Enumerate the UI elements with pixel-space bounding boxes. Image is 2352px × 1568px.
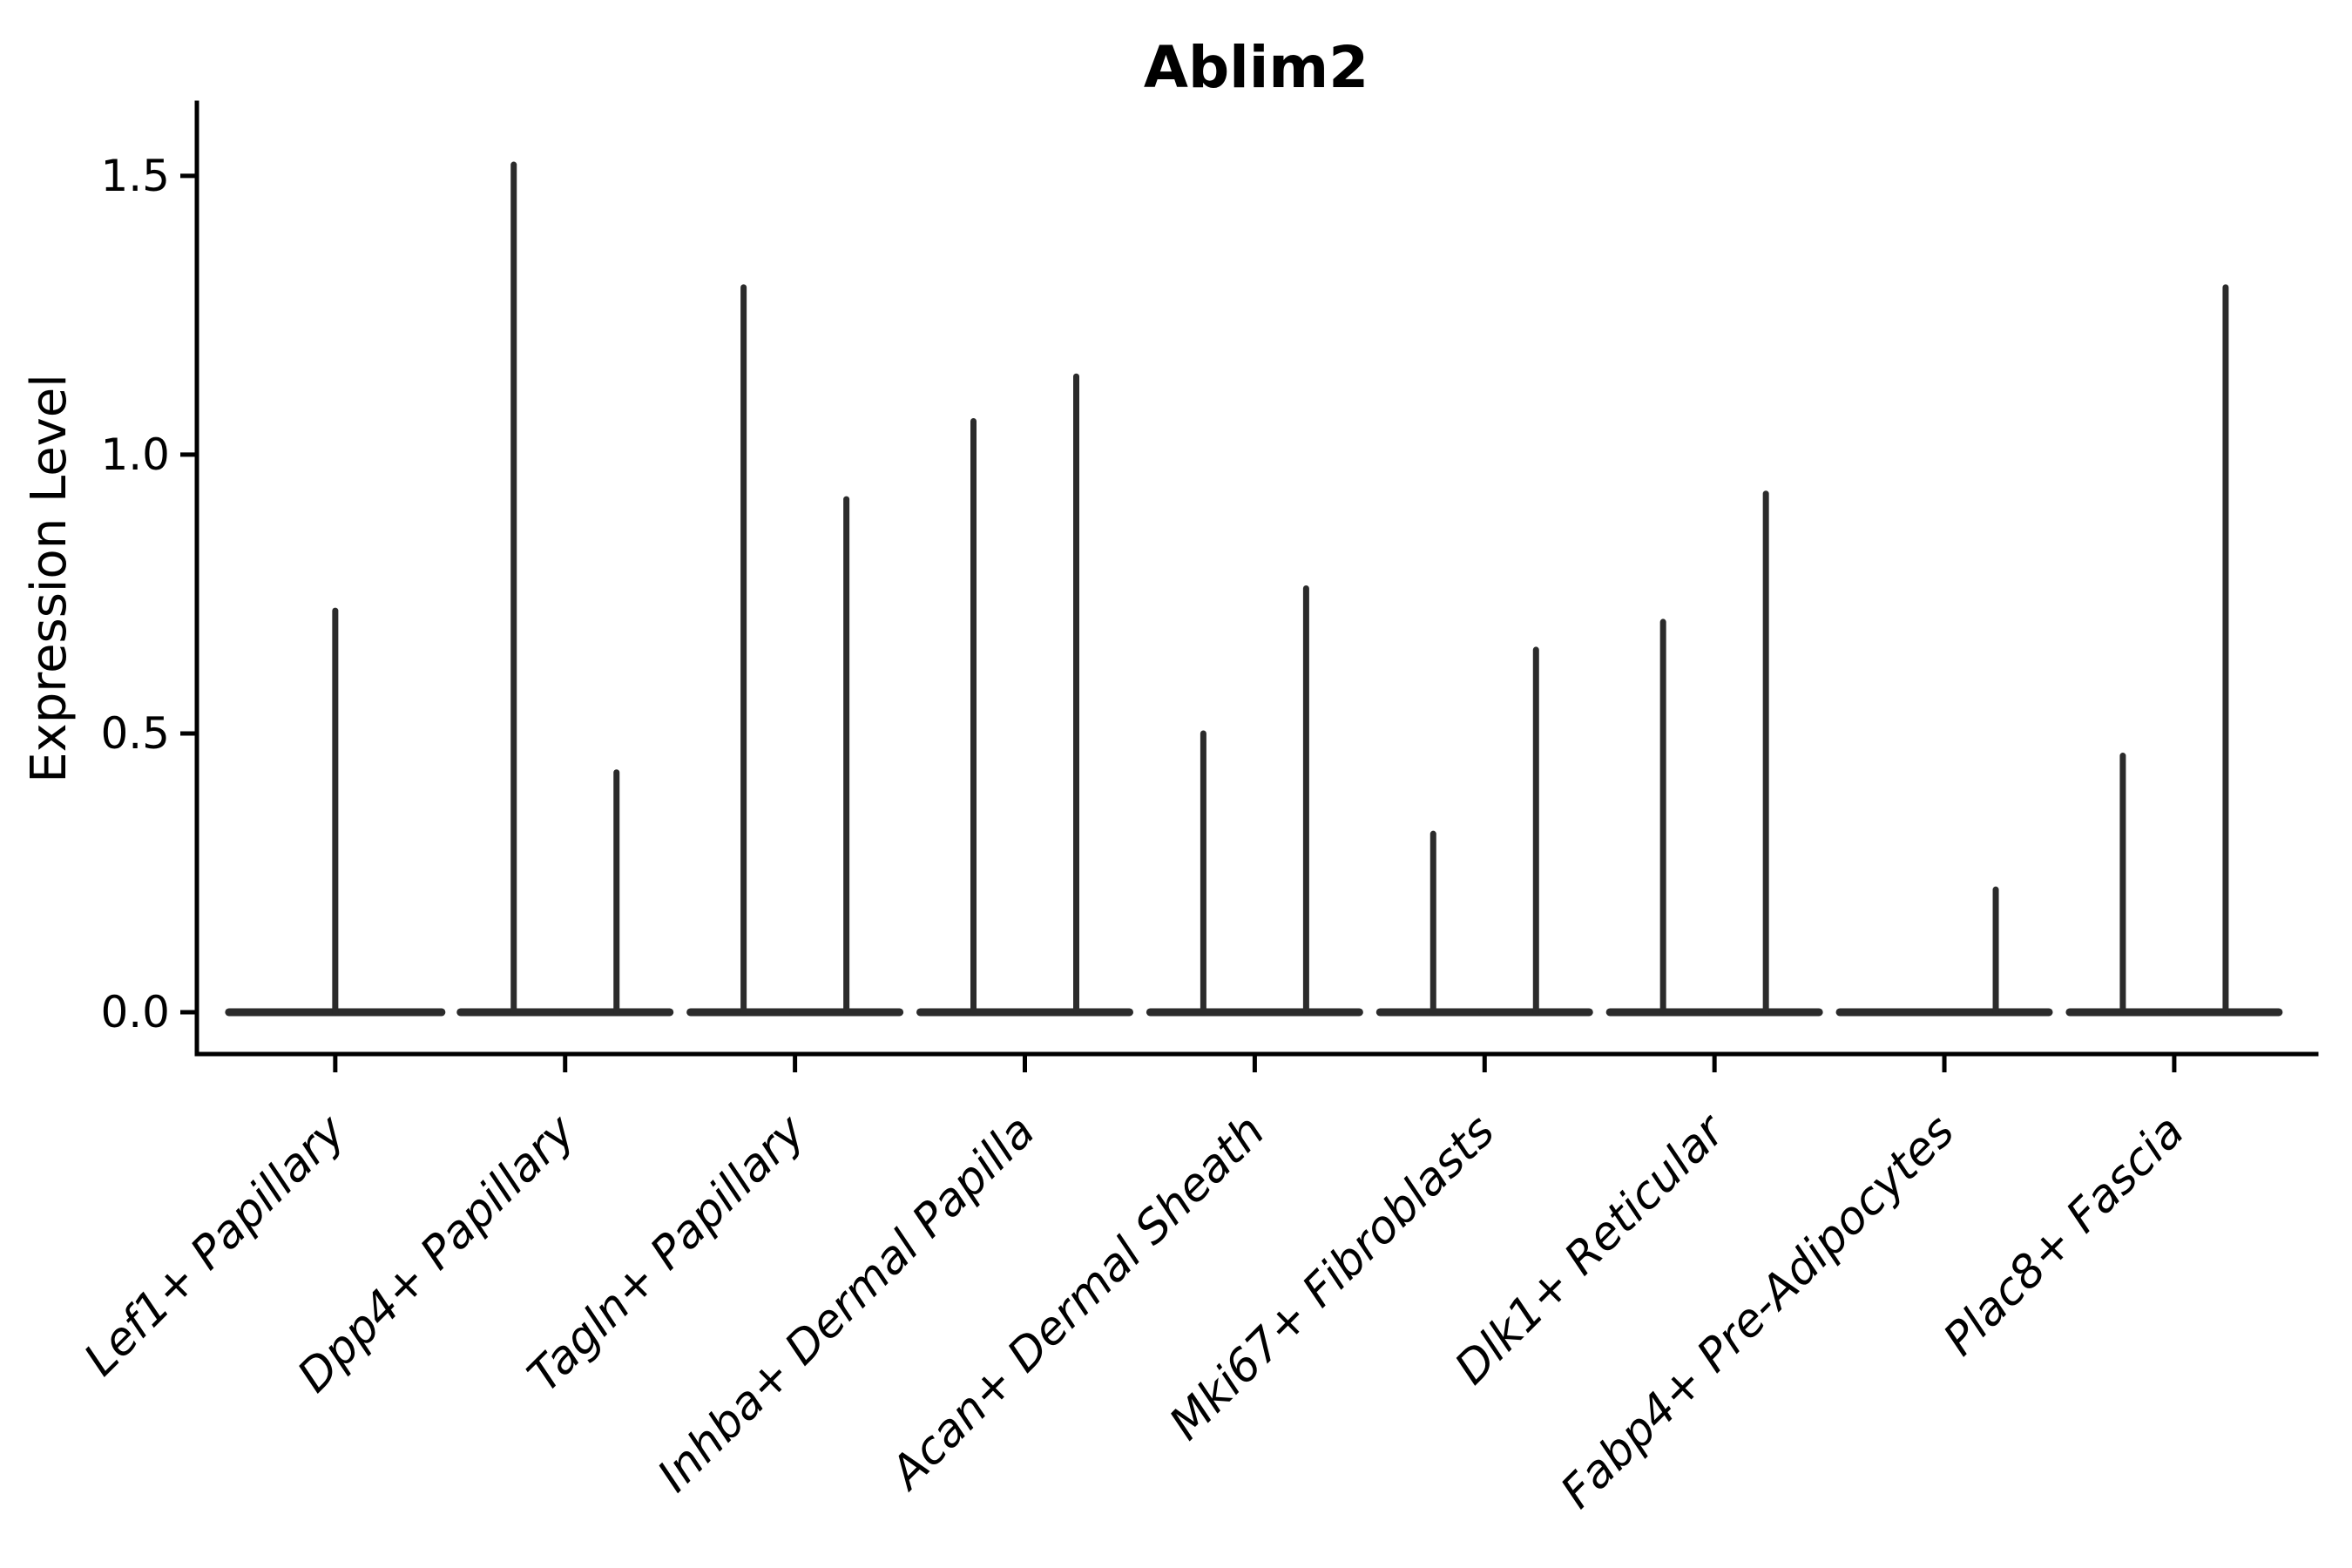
x-tick-label: Inhba+ Dermal Papilla <box>648 1105 1045 1503</box>
violin-group <box>1375 646 1593 1017</box>
x-tick-label: Acan+ Dermal Sheath <box>879 1105 1274 1501</box>
chart-title: Ablim2 <box>1144 34 1369 101</box>
violin-group <box>2065 284 2283 1017</box>
y-tick-label: 0.0 <box>100 987 170 1037</box>
x-tick-label: Plac8+ Fascia <box>1934 1105 2194 1366</box>
y-tick-label: 1.5 <box>100 151 170 201</box>
violin-group <box>1835 886 2053 1017</box>
violin-group <box>456 161 674 1017</box>
y-tick-label: 1.0 <box>100 429 170 480</box>
violins-layer <box>225 161 2283 1017</box>
violin-group <box>916 373 1134 1017</box>
violin-group <box>686 284 904 1017</box>
violin-group <box>1146 585 1363 1017</box>
x-tick-label: Fabp4+ Pre-Adipocytes <box>1551 1105 1965 1519</box>
y-axis-label: Expression Level <box>21 374 78 783</box>
violin-group <box>225 607 446 1017</box>
y-tick-label: 0.5 <box>100 708 170 759</box>
violin-group <box>1605 490 1823 1017</box>
